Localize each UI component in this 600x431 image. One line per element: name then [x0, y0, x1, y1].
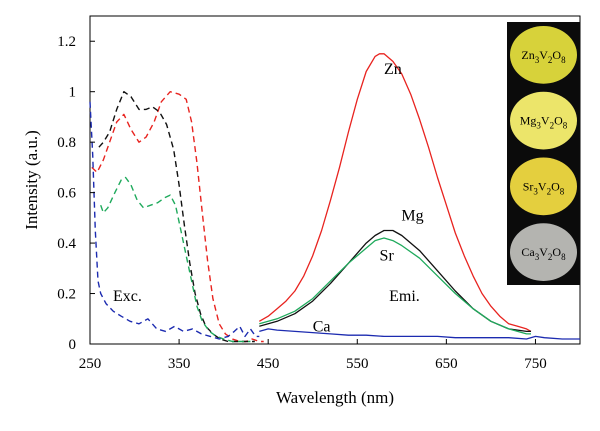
- sample-label: Sr3V2O8: [523, 179, 565, 196]
- series-emission-sr: [259, 237, 531, 335]
- annotation-label: Emi.: [389, 288, 420, 305]
- x-tick-label: 250: [79, 356, 102, 372]
- x-axis-ticks: 250 350 450 550 650 750: [79, 339, 547, 372]
- series-emission-ca: [259, 328, 580, 340]
- series-layer: [89, 53, 580, 343]
- series-excitation-ca: [89, 101, 260, 340]
- series-emission-zn: [258, 53, 532, 332]
- series-excitation-zn: [91, 91, 264, 343]
- y-tick-label: 0.6: [57, 186, 76, 202]
- sample-label: Ca3V2O8: [521, 245, 566, 262]
- y-tick-label: 0.8: [57, 135, 76, 151]
- x-tick-label: 650: [435, 356, 458, 372]
- x-tick-label: 450: [257, 356, 280, 372]
- series-emission-mg: [259, 229, 531, 333]
- sample-powder-mg: [510, 91, 577, 150]
- y-tick-label: 0.2: [57, 287, 76, 303]
- annotation-label: Zn: [384, 61, 402, 78]
- x-axis-title: Wavelength (nm): [276, 388, 394, 407]
- annotation-label: Mg: [401, 207, 423, 224]
- sample-powder-ca: [510, 223, 577, 281]
- x-tick-label: 750: [524, 356, 547, 372]
- y-tick-label: 1: [69, 85, 77, 101]
- y-tick-label: 1.2: [57, 34, 76, 50]
- sample-label: Zn3V2O8: [521, 48, 566, 65]
- series-excitation-sr: [100, 176, 251, 343]
- plot-frame: [89, 15, 581, 345]
- y-axis-title: Intensity (a.u.): [22, 130, 41, 230]
- annotation-label: Exc.: [113, 288, 142, 305]
- x-tick-label: 350: [168, 356, 191, 372]
- y-tick-label: 0.4: [57, 236, 76, 252]
- plot-area: [89, 15, 581, 345]
- x-tick-label: 550: [346, 356, 369, 372]
- annotation-layer: Zn Mg Sr Exc. Emi. Ca: [113, 61, 424, 335]
- annotation-label: Sr: [380, 248, 395, 265]
- sample-powder-sr: [510, 157, 577, 216]
- sample-label: Mg3V2O8: [520, 114, 568, 131]
- sample-photo-inset: Zn3V2O8 Mg3V2O8 Sr3V2O8 Ca3V2O8: [507, 22, 580, 285]
- sample-powder-zn: [510, 26, 577, 84]
- y-axis-ticks: 0 0.2 0.4 0.6 0.8 1 1.2: [57, 34, 95, 353]
- y-tick-label: 0: [69, 337, 77, 353]
- annotation-label: Ca: [313, 318, 331, 335]
